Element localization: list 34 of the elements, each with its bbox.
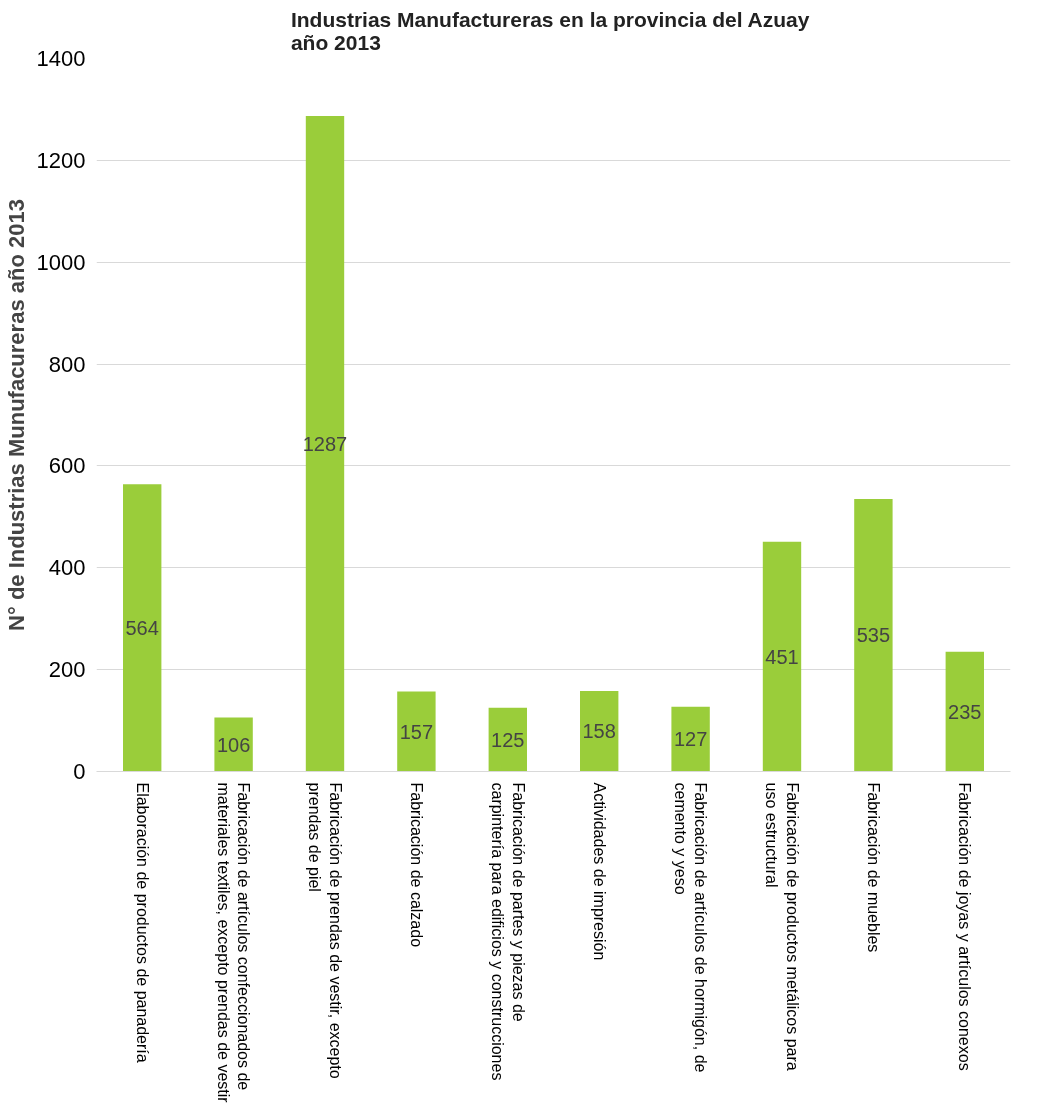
x-tick-label: Fabricación de calzado <box>407 782 425 948</box>
x-tick-label: Fabricación de artículos confeccionados de materiales textiles, excepto prendas de vestir <box>214 782 253 1104</box>
bar <box>762 541 802 772</box>
y-tick-label: 1000 <box>36 249 86 275</box>
bar <box>580 691 619 772</box>
x-tick-label: Fabricación de artículos de hormigón, de cemento y yeso <box>671 782 710 1073</box>
y-tick-label: 400 <box>48 555 86 581</box>
bar <box>671 706 710 772</box>
data-label: 158 <box>582 720 616 743</box>
data-label: 106 <box>216 733 251 756</box>
bar <box>945 651 984 772</box>
bar <box>123 484 162 772</box>
chart-title: Industrias Manufactureras en la provincia del Azuay año 2013 <box>290 7 810 54</box>
data-label: 157 <box>399 720 434 743</box>
y-tick-label: 800 <box>48 351 86 377</box>
data-label: 127 <box>673 728 708 751</box>
bar <box>854 499 893 772</box>
bar <box>397 691 436 772</box>
y-tick-label: 1400 <box>36 46 86 71</box>
bar <box>305 116 345 772</box>
data-label: 125 <box>491 728 525 751</box>
x-tick-label: Fabricación de joyas y artículos conexos <box>956 782 974 1071</box>
y-tick-label: 200 <box>48 657 86 683</box>
y-tick-label: 600 <box>48 453 86 479</box>
x-tick-label: Fabricación de muebles <box>864 782 882 953</box>
x-tick-label: Elaboración de productos de panadería <box>133 782 151 1063</box>
y-axis-title: N° de Industrias Munufacureras año 2013 <box>3 199 29 631</box>
x-tick-label: Actividades de impresión <box>590 782 608 961</box>
data-label: 564 <box>125 616 159 639</box>
data-label: 235 <box>948 700 982 723</box>
data-label: 535 <box>856 624 891 647</box>
y-tick-label: 0 <box>73 759 86 784</box>
data-label: 451 <box>765 645 799 668</box>
y-tick-label: 1200 <box>36 147 86 173</box>
